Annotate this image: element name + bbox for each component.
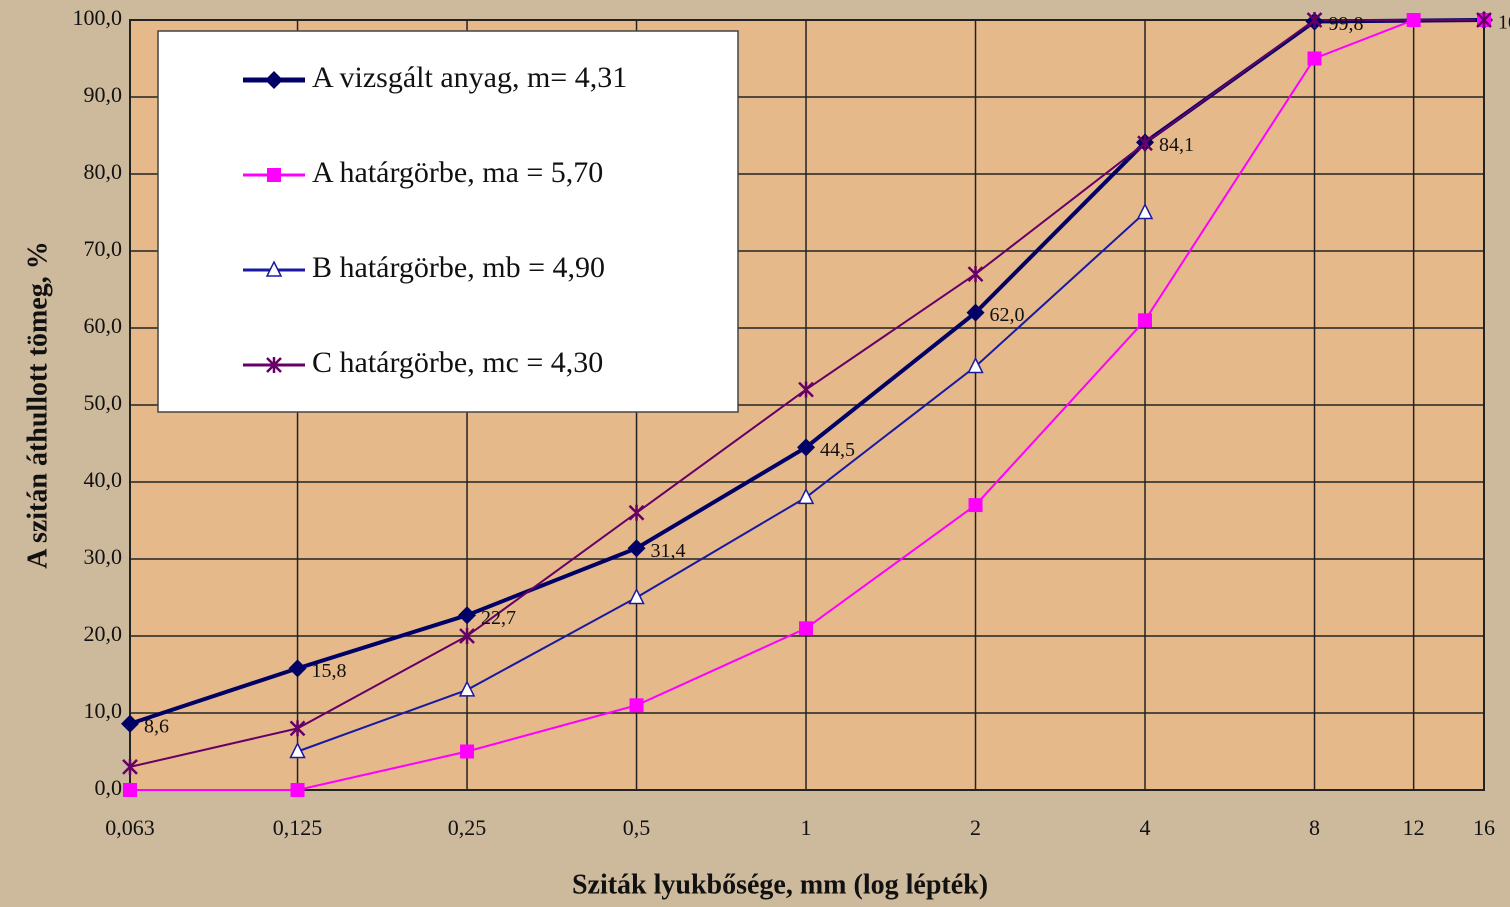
data-label: 99,8 <box>1329 13 1364 35</box>
data-label: 8,6 <box>144 715 169 737</box>
data-label: 22,7 <box>481 607 516 629</box>
page: A szitán áthullott tömeg, % Sziták lyukb… <box>0 0 1510 907</box>
data-label: 100,0 <box>1498 12 1510 34</box>
x-tick-label: 0,125 <box>273 815 323 840</box>
x-tick-label: 4 <box>1140 815 1151 840</box>
y-tick-label: 0,0 <box>95 775 123 800</box>
marker <box>123 783 137 797</box>
legend-label: A határgörbe, ma = 5,70 <box>312 156 603 189</box>
x-tick-label: 0,5 <box>623 815 651 840</box>
legend-label: A vizsgált anyag, m= 4,31 <box>312 61 627 94</box>
x-axis-label: Sziták lyukbősége, mm (log lépték) <box>572 869 988 900</box>
y-tick-label: 100,0 <box>73 5 123 30</box>
x-tick-label: 0,25 <box>448 815 487 840</box>
marker <box>630 698 644 712</box>
marker <box>799 621 813 635</box>
x-tick-label: 8 <box>1309 815 1320 840</box>
marker <box>1308 52 1322 66</box>
y-tick-label: 10,0 <box>84 698 123 723</box>
marker <box>291 783 305 797</box>
chart: A szitán áthullott tömeg, % Sziták lyukb… <box>0 0 1510 907</box>
data-label: 44,5 <box>820 439 855 461</box>
y-tick-label: 20,0 <box>84 621 123 646</box>
x-tick-label: 1 <box>801 815 812 840</box>
legend: A vizsgált anyag, m= 4,31 A határgörbe, m… <box>158 31 738 412</box>
data-label: 15,8 <box>312 660 347 682</box>
y-tick-label: 30,0 <box>84 544 123 569</box>
y-tick-label: 60,0 <box>84 313 123 338</box>
marker <box>460 745 474 759</box>
x-tick-label: 2 <box>970 815 981 840</box>
x-tick-label: 12 <box>1403 815 1425 840</box>
y-tick-label: 40,0 <box>84 467 123 492</box>
marker <box>267 168 281 182</box>
data-label: 84,1 <box>1159 134 1194 156</box>
marker <box>969 498 983 512</box>
y-tick-label: 80,0 <box>84 159 123 184</box>
x-tick-label: 16 <box>1473 815 1495 840</box>
data-label: 62,0 <box>990 304 1025 326</box>
marker <box>1138 313 1152 327</box>
legend-label: C határgörbe, mc = 4,30 <box>312 346 603 379</box>
y-tick-label: 70,0 <box>84 236 123 261</box>
y-tick-label: 50,0 <box>84 390 123 415</box>
x-tick-label: 0,063 <box>105 815 155 840</box>
marker <box>1407 13 1421 27</box>
y-axis-label: A szitán áthullott tömeg, % <box>22 241 53 568</box>
legend-label: B határgörbe, mb = 4,90 <box>312 251 605 284</box>
y-tick-label: 90,0 <box>84 82 123 107</box>
data-label: 31,4 <box>651 540 686 562</box>
